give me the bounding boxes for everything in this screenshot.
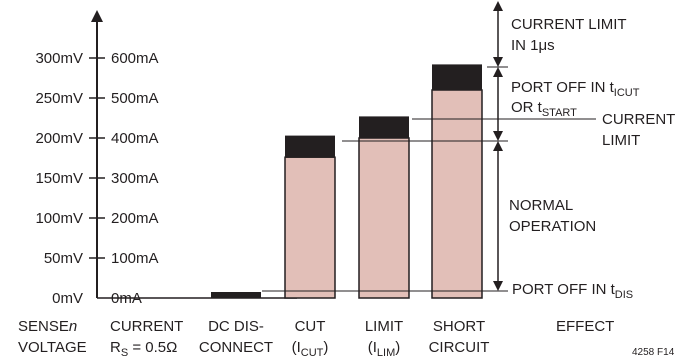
category-label-3-line1: SHORT	[433, 318, 485, 335]
figure-id: 4258 F14	[632, 347, 675, 358]
category-label-2-line1: LIMIT	[365, 318, 403, 335]
y-tick-label-current-200: 400mA	[111, 130, 159, 147]
effect-port-off-cut-line1: PORT OFF IN tICUT	[511, 79, 640, 99]
y-axis: 0mV 0mA 50mV 100mA 100mV 200mA 150mV 300mA 200mV…	[35, 10, 297, 307]
effect-current-limit-1us-line2: IN 1μs	[511, 37, 555, 54]
header-sense-line1: SENSEn	[18, 318, 77, 335]
y-tick-label-sense-100: 100mV	[35, 210, 83, 227]
bar-band-0	[211, 292, 261, 298]
category-label-0-line1: DC DIS-	[208, 318, 264, 335]
bar-fill-2	[358, 137, 410, 299]
category-label-1-line2: (ICUT)	[292, 339, 329, 359]
effect-current-limit-line2: LIMIT	[602, 132, 640, 149]
y-tick-label-current-250: 500mA	[111, 90, 159, 107]
bar-band-2	[359, 116, 409, 138]
y-tick-label-sense-0: 0mV	[52, 290, 83, 307]
effect-current-limit-1us-line1: CURRENT LIMIT	[511, 16, 627, 33]
effect-labels: CURRENT LIMIT IN 1μs PORT OFF IN tICUT O…	[509, 16, 675, 301]
bar-fill-3	[431, 89, 483, 299]
y-axis-arrow	[91, 10, 103, 22]
y-tick-label-sense-250: 250mV	[35, 90, 83, 107]
y-tick-label-current-300: 600mA	[111, 50, 159, 67]
header-current-line1: CURRENT	[110, 318, 183, 335]
effect-normal-line2: OPERATION	[509, 218, 596, 235]
category-labels: DC DIS- CONNECT CUT (ICUT) LIMIT (ILIM) SHORT C…	[199, 318, 490, 359]
effect-port-off-cut-line2: OR tSTART	[511, 99, 577, 119]
effect-port-off-dis: PORT OFF IN tDIS	[512, 281, 633, 301]
y-ticks: 0mV 0mA 50mV 100mA 100mV 200mA 150mV 300mA 200mV…	[35, 50, 158, 307]
header-current-line2: RS = 0.5Ω	[110, 339, 177, 359]
category-label-2-line2: (ILIM)	[368, 339, 401, 359]
category-label-0-line2: CONNECT	[199, 339, 273, 356]
y-tick-label-sense-200: 200mV	[35, 130, 83, 147]
y-tick-label-current-50: 100mA	[111, 250, 159, 267]
y-tick-label-current-150: 300mA	[111, 170, 159, 187]
y-tick-label-sense-150: 150mV	[35, 170, 83, 187]
category-label-1-line1: CUT	[295, 318, 326, 335]
y-tick-label-sense-50: 50mV	[44, 250, 83, 267]
category-label-3-line2: CIRCUIT	[429, 339, 490, 356]
column-headers: SENSEn VOLTAGE CURRENT RS = 0.5Ω DC DIS-…	[18, 318, 675, 359]
bars	[211, 64, 483, 299]
effect-current-limit-line1: CURRENT	[602, 111, 675, 128]
bar-fill-1	[284, 156, 336, 299]
y-tick-label-current-0: 0mA	[111, 290, 142, 307]
y-tick-label-current-100: 200mA	[111, 210, 159, 227]
bar-band-3	[432, 64, 482, 90]
y-tick-label-sense-300: 300mV	[35, 50, 83, 67]
effect-normal-line1: NORMAL	[509, 197, 573, 214]
header-effect: EFFECT	[556, 318, 614, 335]
bar-band-1	[285, 135, 335, 158]
header-sense-line2: VOLTAGE	[18, 339, 87, 356]
